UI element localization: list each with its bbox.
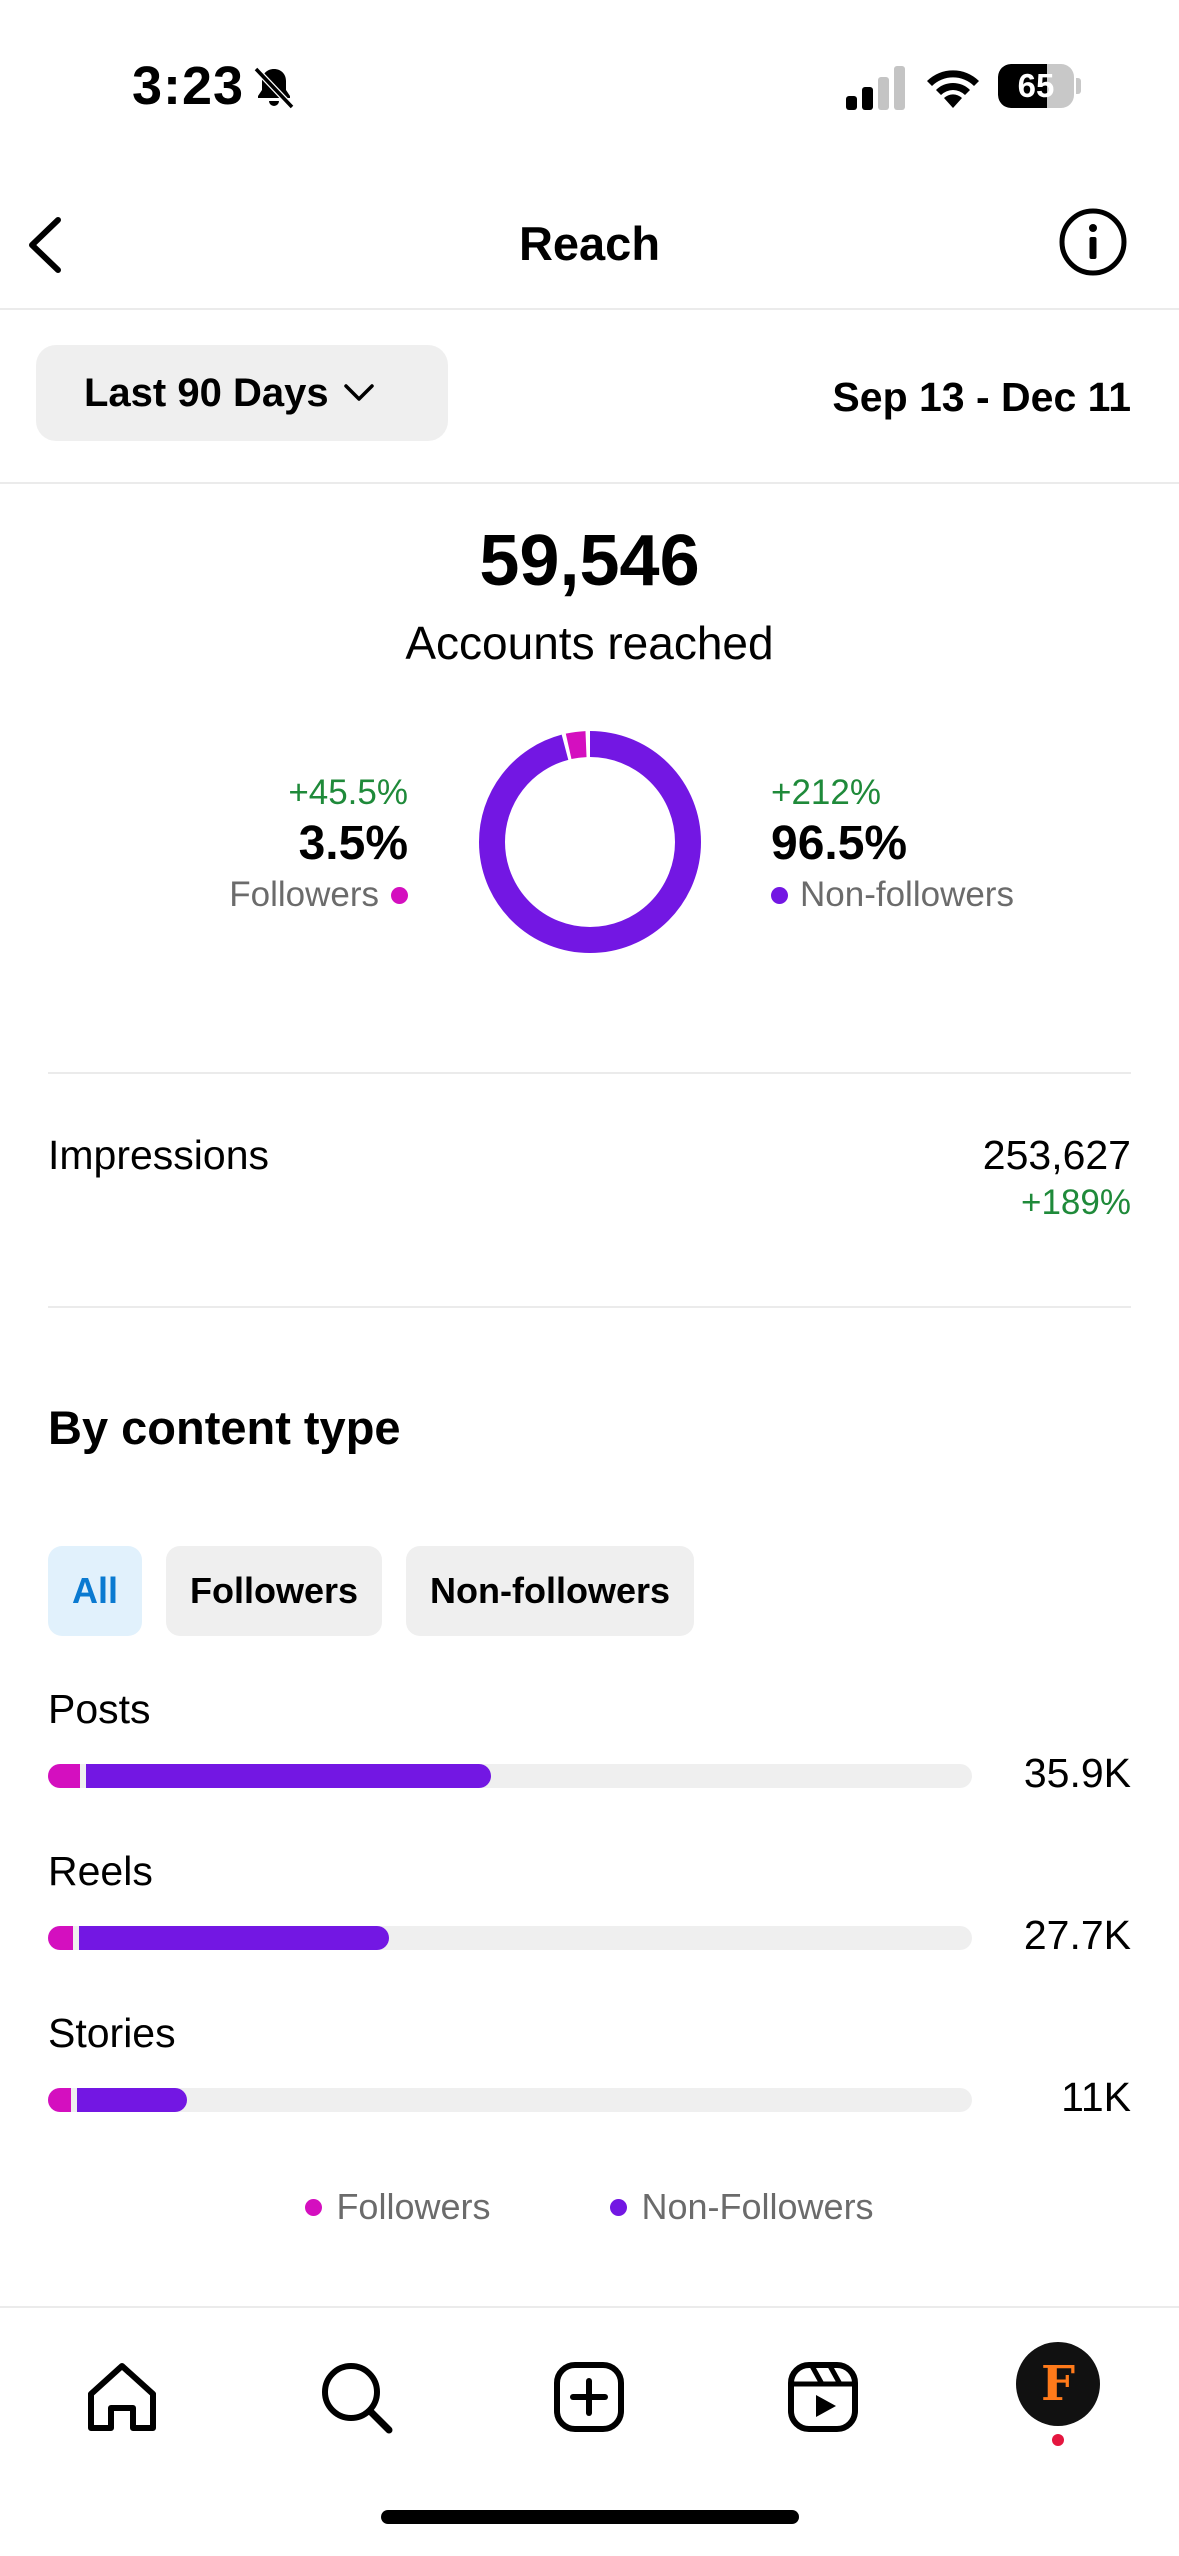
content-row-stories: Stories 11K — [48, 2010, 1131, 2172]
nav-bar: Reach — [0, 170, 1179, 310]
section-title: By content type — [48, 1401, 401, 1454]
legend-label: Non-Followers — [641, 2186, 874, 2227]
reach-donut-chart — [479, 731, 701, 953]
bar-track — [48, 2088, 972, 2112]
chip-all[interactable]: All — [48, 1546, 143, 1636]
chevron-left-icon[interactable] — [18, 210, 78, 280]
avatar-letter: F — [1040, 2356, 1076, 2412]
chip-followers[interactable]: Followers — [166, 1546, 383, 1636]
followers-delta: +45.5% — [288, 773, 408, 812]
impressions-delta: +189% — [1021, 1183, 1131, 1222]
content-row-value: 11K — [1061, 2074, 1131, 2120]
page-title: Reach — [518, 217, 661, 270]
profile-avatar[interactable]: F — [1016, 2342, 1100, 2426]
non-followers-percent: 96.5% — [771, 817, 908, 870]
bar-followers-segment — [48, 1764, 81, 1788]
content-row-value: 27.7K — [1023, 1912, 1131, 1958]
followers-percent: 3.5% — [298, 817, 408, 870]
legend-item-non-followers: Non-Followers — [610, 2186, 874, 2228]
status-bar: 3:23 65 — [0, 0, 1179, 170]
cellular-signal-icon — [846, 66, 905, 110]
bar-followers-segment — [48, 2088, 72, 2112]
legend-item-followers: Followers — [305, 2186, 490, 2228]
home-icon[interactable] — [77, 2352, 167, 2442]
legend-dot — [305, 2198, 323, 2216]
impressions-label: Impressions — [48, 1132, 270, 1178]
battery-icon: 65 — [998, 64, 1082, 108]
bar-non-followers-segment — [86, 1764, 491, 1788]
home-indicator — [381, 2510, 799, 2524]
followers-dot — [391, 886, 408, 904]
bar-track — [48, 1926, 972, 1950]
divider — [48, 1072, 1131, 1074]
content-type-bars: Posts 35.9K Reels 27.7K Stories 11K — [48, 1686, 1131, 2172]
non-followers-label: Non-followers — [800, 875, 1014, 914]
content-row-label: Stories — [48, 2010, 176, 2056]
accounts-reached-value: 59,546 — [479, 521, 700, 601]
reels-icon[interactable] — [778, 2352, 868, 2442]
non-followers-stat: +212% 96.5% Non-followers — [771, 768, 1111, 920]
notification-dot — [1052, 2434, 1064, 2446]
bell-slash-icon — [253, 66, 295, 110]
status-time: 3:23 — [132, 56, 245, 116]
accounts-reached-label: Accounts reached — [405, 617, 774, 669]
bar-non-followers-segment — [78, 1926, 389, 1950]
bars-legend: Followers Non-Followers — [0, 2186, 1179, 2228]
create-icon[interactable] — [544, 2352, 634, 2442]
chip-non-followers[interactable]: Non-followers — [406, 1546, 695, 1636]
wifi-icon — [927, 70, 979, 108]
content-row-reels: Reels 27.7K — [48, 1848, 1131, 2010]
search-icon[interactable] — [311, 2352, 401, 2442]
audience-filter-chips: All Followers Non-followers — [48, 1546, 695, 1636]
followers-stat: +45.5% 3.5% Followers — [140, 768, 408, 920]
content-row-label: Reels — [48, 1848, 153, 1894]
donut-non-followers-arc — [479, 731, 701, 953]
bar-non-followers-segment — [77, 2088, 187, 2112]
impressions-value: 253,627 — [982, 1132, 1131, 1178]
content-row-posts: Posts 35.9K — [48, 1686, 1131, 1848]
bar-track — [48, 1764, 972, 1788]
legend-label: Followers — [336, 2186, 491, 2227]
info-icon[interactable] — [1057, 206, 1129, 278]
date-range-text: Sep 13 - Dec 11 — [832, 374, 1131, 420]
battery-level: 65 — [1017, 67, 1055, 104]
followers-label: Followers — [229, 875, 379, 914]
filter-bar: Last 90 Days Sep 13 - Dec 11 — [0, 312, 1179, 484]
date-range-dropdown-label: Last 90 Days — [84, 370, 329, 415]
divider — [48, 1306, 1131, 1308]
content-row-value: 35.9K — [1023, 1750, 1131, 1796]
date-range-dropdown[interactable]: Last 90 Days — [36, 345, 448, 441]
donut-followers-arc — [479, 731, 701, 953]
bar-followers-segment — [48, 1926, 73, 1950]
content-row-label: Posts — [48, 1686, 151, 1732]
non-followers-dot — [771, 886, 788, 904]
legend-dot — [610, 2198, 628, 2216]
chevron-down-icon — [343, 384, 374, 401]
non-followers-delta: +212% — [771, 773, 881, 812]
